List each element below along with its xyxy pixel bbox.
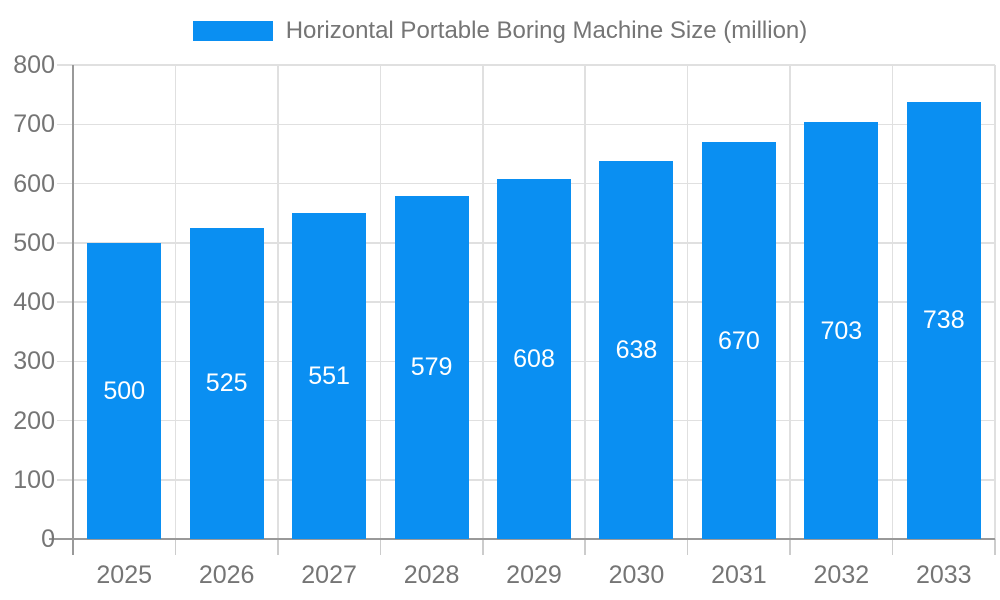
vgrid-line [174,65,177,539]
vgrid-line [686,65,689,539]
vgrid-line [379,65,382,539]
y-axis-label: 800 [13,51,55,79]
x-tick [891,539,894,555]
x-tick [379,539,382,555]
x-axis-label: 2026 [198,561,255,589]
x-tick [174,539,177,555]
y-axis-line [72,65,74,555]
x-axis-label: 2032 [813,561,870,589]
x-axis-label: 2028 [403,561,460,589]
x-axis-label: 2033 [915,561,972,589]
y-axis-label: 500 [13,228,55,257]
y-axis-label: 700 [13,110,55,139]
x-axis-label: 2030 [608,561,665,589]
legend[interactable]: Horizontal Portable Boring Machine Size … [0,17,1000,44]
y-axis-label: 100 [13,465,55,494]
y-axis-label: 400 [13,288,55,316]
x-axis-line [49,538,995,540]
vgrid-line [277,65,279,539]
x-axis-label: 2029 [506,561,562,589]
bar-2026[interactable] [189,227,264,539]
x-axis-label: 2027 [301,561,357,589]
y-axis-label: 200 [13,406,55,435]
legend-swatch [192,21,273,41]
bar-2025[interactable] [87,242,162,539]
bar-2027[interactable] [292,212,367,539]
y-axis-label: 300 [13,347,55,376]
bar-2032[interactable] [804,122,879,539]
x-axis-label: 2025 [96,561,153,589]
hgrid-line [57,64,995,66]
x-tick [584,539,586,555]
x-tick [277,539,279,555]
vgrid-line [789,65,791,539]
vgrid-line [994,65,996,539]
vgrid-line [482,65,484,539]
bar-2031[interactable] [701,142,776,539]
bar-2030[interactable] [599,160,674,539]
vgrid-line [584,65,586,539]
bar-2033[interactable] [906,101,981,539]
x-tick [686,539,689,555]
x-axis-label: 2031 [711,561,767,589]
x-tick [994,539,996,555]
bar-2028[interactable] [394,195,469,539]
x-tick [482,539,484,555]
y-axis-label: 0 [41,525,55,553]
bar-2029[interactable] [497,178,571,539]
legend-label: Horizontal Portable Boring Machine Size … [285,17,808,44]
vgrid-line [891,65,894,539]
y-axis-label: 600 [13,169,55,198]
x-tick [789,539,791,555]
